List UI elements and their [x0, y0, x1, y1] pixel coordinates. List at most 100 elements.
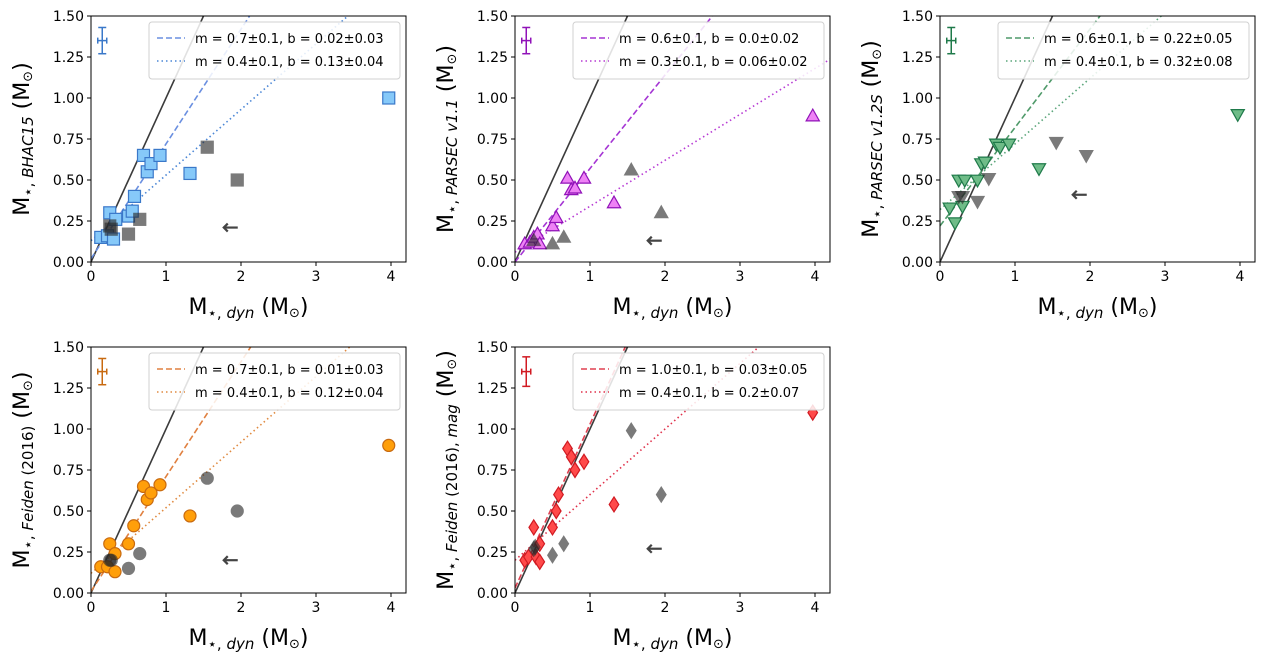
plot-area — [91, 16, 396, 262]
upper-limit-arrow — [222, 555, 238, 565]
data-point — [578, 453, 590, 471]
y-tick-label: 0.00 — [53, 255, 84, 271]
data-point — [552, 485, 565, 504]
gray-data-point — [954, 191, 971, 205]
legend-entry: m = 0.6±0.1, b = 0.22±0.05 — [1044, 32, 1233, 47]
panel-3: 0 1 2 3 4 0.00 0.25 0.50 0.75 1.00 1.25 1.50 M⋆, dyn… — [859, 9, 1256, 322]
x-tick-label: 2 — [237, 600, 246, 616]
data-point — [550, 502, 562, 520]
fit-line-1 — [91, 347, 252, 592]
data-point — [546, 518, 559, 537]
data-point — [127, 519, 141, 533]
legend-entry: m = 0.4±0.1, b = 0.32±0.08 — [1044, 55, 1233, 70]
data-point — [565, 448, 577, 466]
errorbar — [97, 357, 108, 386]
panel-5: 0 1 2 3 4 0.00 0.25 0.50 0.75 1.00 1.25 1.50 M⋆, dyn… — [434, 340, 831, 653]
data-point — [559, 170, 576, 184]
y-tick-label: 0.75 — [477, 463, 508, 479]
y-tick-label: 1.25 — [477, 381, 508, 397]
gray-data-point — [526, 232, 542, 247]
y-tick-label: 1.25 — [53, 381, 84, 397]
data-point — [992, 141, 1008, 156]
legend: m = 0.7±0.1, b = 0.02±0.03 m = 0.4±0.1, b… — [148, 21, 401, 80]
data-point — [528, 518, 540, 537]
y-tick-label: 1.50 — [477, 340, 508, 356]
y-tick-label: 1.00 — [53, 422, 84, 438]
panel-4: 0 1 2 3 4 0.00 0.25 0.50 0.75 1.00 1.25 1.50 M⋆, dyn… — [10, 340, 407, 653]
x-tick-label: 3 — [736, 269, 745, 285]
x-tick-label: 1 — [586, 269, 595, 285]
panel-2: 0 1 2 3 4 0.00 0.25 0.50 0.75 1.00 1.25 1.50 M⋆, dyn… — [434, 9, 831, 322]
x-tick-label: 0 — [511, 269, 520, 285]
data-point — [127, 189, 142, 203]
errorbar — [946, 26, 957, 55]
y-tick-label: 0.00 — [477, 255, 508, 271]
y-tick-label: 0.75 — [477, 132, 508, 148]
data-point — [977, 156, 993, 171]
legend-box — [572, 21, 825, 80]
x-tick-label: 4 — [1236, 269, 1245, 285]
gray-data-point — [546, 546, 559, 564]
upper-limit-arrow — [1071, 189, 1087, 200]
y-tick-label: 0.25 — [477, 545, 508, 561]
data-point — [183, 166, 197, 181]
gray-data-point — [981, 172, 997, 187]
legend-entry: m = 0.4±0.1, b = 0.12±0.04 — [195, 386, 384, 401]
y-tick-label: 1.50 — [477, 9, 508, 25]
y-axis-label: M⋆, BHAC15 (M⊙) — [10, 62, 37, 215]
x-tick-label: 0 — [87, 269, 96, 285]
x-tick-label: 2 — [1086, 269, 1095, 285]
data-point — [942, 202, 958, 217]
y-tick-label: 1.25 — [53, 50, 84, 66]
gray-data-point — [200, 140, 214, 154]
x-tick-label: 4 — [811, 600, 820, 616]
gray-data-point — [969, 195, 986, 210]
gray-data-point — [230, 504, 244, 518]
data-point — [1230, 108, 1246, 123]
y-tick-label: 0.25 — [53, 214, 84, 230]
gray-data-point — [655, 485, 667, 504]
legend-entry: m = 0.7±0.1, b = 0.01±0.03 — [195, 363, 384, 378]
data-point — [144, 486, 158, 500]
x-axis-label: M⋆, dyn (M⊙) — [613, 626, 733, 653]
data-point — [969, 174, 986, 189]
fit-line-2 — [515, 347, 760, 561]
x-axis-label: M⋆, dyn (M⊙) — [189, 295, 309, 322]
data-point — [567, 180, 583, 194]
y-tick-label: 0.50 — [902, 173, 933, 189]
gray-data-point — [623, 162, 639, 176]
gray-data-point — [104, 222, 118, 236]
gray-data-point — [133, 212, 147, 226]
y-tick-label: 1.50 — [902, 9, 933, 25]
gray-data-point — [625, 422, 637, 440]
y-tick-label: 0.50 — [53, 173, 84, 189]
data-point — [544, 217, 561, 232]
gray-data-point — [1078, 150, 1094, 164]
legend-box — [997, 21, 1250, 80]
data-point — [947, 217, 963, 231]
y-tick-label: 0.00 — [477, 586, 508, 602]
errorbar — [521, 26, 532, 55]
x-axis-label: M⋆, dyn (M⊙) — [189, 626, 309, 653]
x-tick-label: 0 — [936, 269, 945, 285]
legend: m = 1.0±0.1, b = 0.03±0.05 m = 0.4±0.1, b… — [572, 352, 825, 411]
x-tick-label: 2 — [661, 600, 670, 616]
errorbar — [521, 356, 532, 388]
x-tick-label: 1 — [586, 600, 595, 616]
y-tick-label: 0.25 — [477, 214, 508, 230]
legend-box — [148, 21, 401, 80]
gray-data-point — [200, 471, 214, 485]
x-axis-label: M⋆, dyn (M⊙) — [1038, 295, 1158, 322]
data-point — [1031, 163, 1047, 177]
x-tick-label: 3 — [312, 269, 321, 285]
y-tick-label: 1.50 — [53, 9, 84, 25]
y-axis-label: M⋆, PARSEC v1.2S (M⊙) — [859, 40, 886, 237]
data-point — [153, 148, 167, 162]
plot-area — [515, 16, 830, 262]
y-tick-label: 0.50 — [477, 504, 508, 520]
data-point — [382, 438, 396, 452]
upper-limit-arrow — [646, 543, 662, 554]
y-tick-label: 1.00 — [902, 91, 933, 107]
data-point — [576, 170, 592, 184]
legend-entry: m = 0.7±0.1, b = 0.02±0.03 — [195, 32, 384, 47]
